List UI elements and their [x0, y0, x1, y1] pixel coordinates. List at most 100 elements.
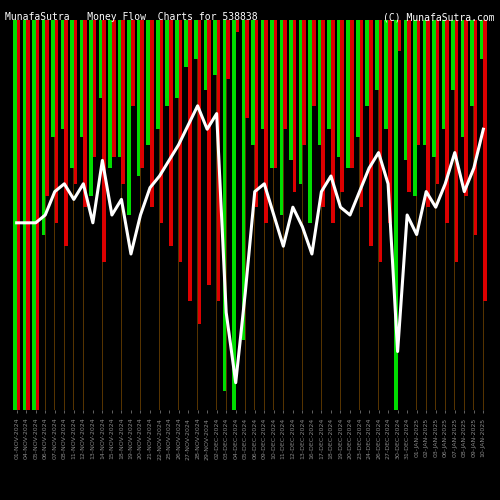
Bar: [169, 20, 172, 246]
Bar: [160, 20, 163, 223]
Bar: [102, 20, 106, 262]
Bar: [264, 20, 268, 223]
Bar: [255, 20, 258, 207]
Bar: [270, 20, 274, 168]
Bar: [404, 20, 407, 160]
Bar: [45, 20, 46, 410]
Bar: [55, 20, 58, 223]
Bar: [274, 20, 278, 168]
Bar: [445, 20, 449, 223]
Bar: [188, 20, 192, 301]
Bar: [89, 20, 93, 196]
Bar: [184, 20, 188, 67]
Bar: [222, 20, 226, 390]
Bar: [99, 20, 102, 98]
Bar: [378, 20, 382, 262]
Bar: [42, 20, 45, 234]
Bar: [64, 20, 68, 246]
Bar: [460, 20, 464, 137]
Bar: [194, 20, 198, 59]
Bar: [398, 20, 401, 51]
Bar: [80, 20, 84, 137]
Bar: [74, 20, 78, 184]
Bar: [302, 20, 306, 145]
Bar: [360, 20, 363, 207]
Bar: [83, 20, 84, 410]
Bar: [108, 20, 112, 168]
Bar: [92, 20, 93, 410]
Bar: [93, 20, 96, 156]
Bar: [159, 20, 160, 410]
Bar: [337, 20, 340, 156]
Bar: [483, 20, 484, 410]
Bar: [242, 20, 245, 340]
Bar: [213, 20, 216, 74]
Bar: [378, 20, 379, 410]
Bar: [455, 20, 458, 262]
Bar: [280, 20, 283, 215]
Bar: [470, 20, 474, 106]
Bar: [293, 20, 296, 192]
Bar: [375, 20, 378, 90]
Bar: [130, 20, 132, 410]
Text: MunafaSutra   Money Flow  Charts for 538838: MunafaSutra Money Flow Charts for 538838: [5, 12, 258, 22]
Bar: [207, 20, 208, 410]
Bar: [416, 20, 420, 145]
Bar: [13, 20, 16, 410]
Bar: [368, 20, 370, 410]
Bar: [226, 20, 230, 78]
Bar: [284, 20, 287, 129]
Bar: [150, 20, 154, 207]
Bar: [464, 20, 468, 196]
Bar: [216, 20, 220, 301]
Bar: [140, 20, 141, 410]
Bar: [407, 20, 408, 410]
Bar: [283, 20, 284, 410]
Bar: [60, 20, 64, 129]
Bar: [36, 20, 40, 410]
Bar: [436, 20, 440, 184]
Bar: [118, 20, 122, 156]
Bar: [70, 20, 74, 168]
Bar: [394, 20, 398, 410]
Bar: [156, 20, 160, 129]
Bar: [251, 20, 255, 145]
Bar: [32, 20, 35, 410]
Bar: [322, 20, 325, 207]
Bar: [137, 20, 140, 176]
Bar: [289, 20, 293, 160]
Bar: [350, 20, 354, 168]
Bar: [140, 20, 144, 168]
Bar: [331, 20, 334, 223]
Bar: [384, 20, 388, 129]
Bar: [454, 20, 455, 410]
Bar: [131, 20, 134, 106]
Bar: [16, 20, 20, 410]
Bar: [359, 20, 360, 410]
Bar: [480, 20, 484, 59]
Bar: [232, 20, 235, 410]
Bar: [388, 20, 392, 223]
Bar: [168, 20, 170, 410]
Bar: [54, 20, 55, 410]
Bar: [340, 20, 344, 192]
Bar: [299, 20, 302, 184]
Bar: [346, 20, 350, 168]
Bar: [51, 20, 55, 137]
Bar: [356, 20, 360, 137]
Bar: [318, 20, 322, 145]
Bar: [442, 20, 445, 129]
Bar: [432, 20, 436, 156]
Bar: [416, 20, 417, 410]
Bar: [121, 20, 122, 410]
Bar: [245, 20, 246, 410]
Bar: [474, 20, 478, 234]
Bar: [340, 20, 341, 410]
Bar: [16, 20, 17, 410]
Bar: [426, 20, 430, 207]
Bar: [45, 20, 49, 196]
Bar: [207, 20, 211, 285]
Text: (C) MunafaSutra.com: (C) MunafaSutra.com: [384, 12, 495, 22]
Bar: [216, 20, 217, 410]
Bar: [198, 20, 201, 324]
